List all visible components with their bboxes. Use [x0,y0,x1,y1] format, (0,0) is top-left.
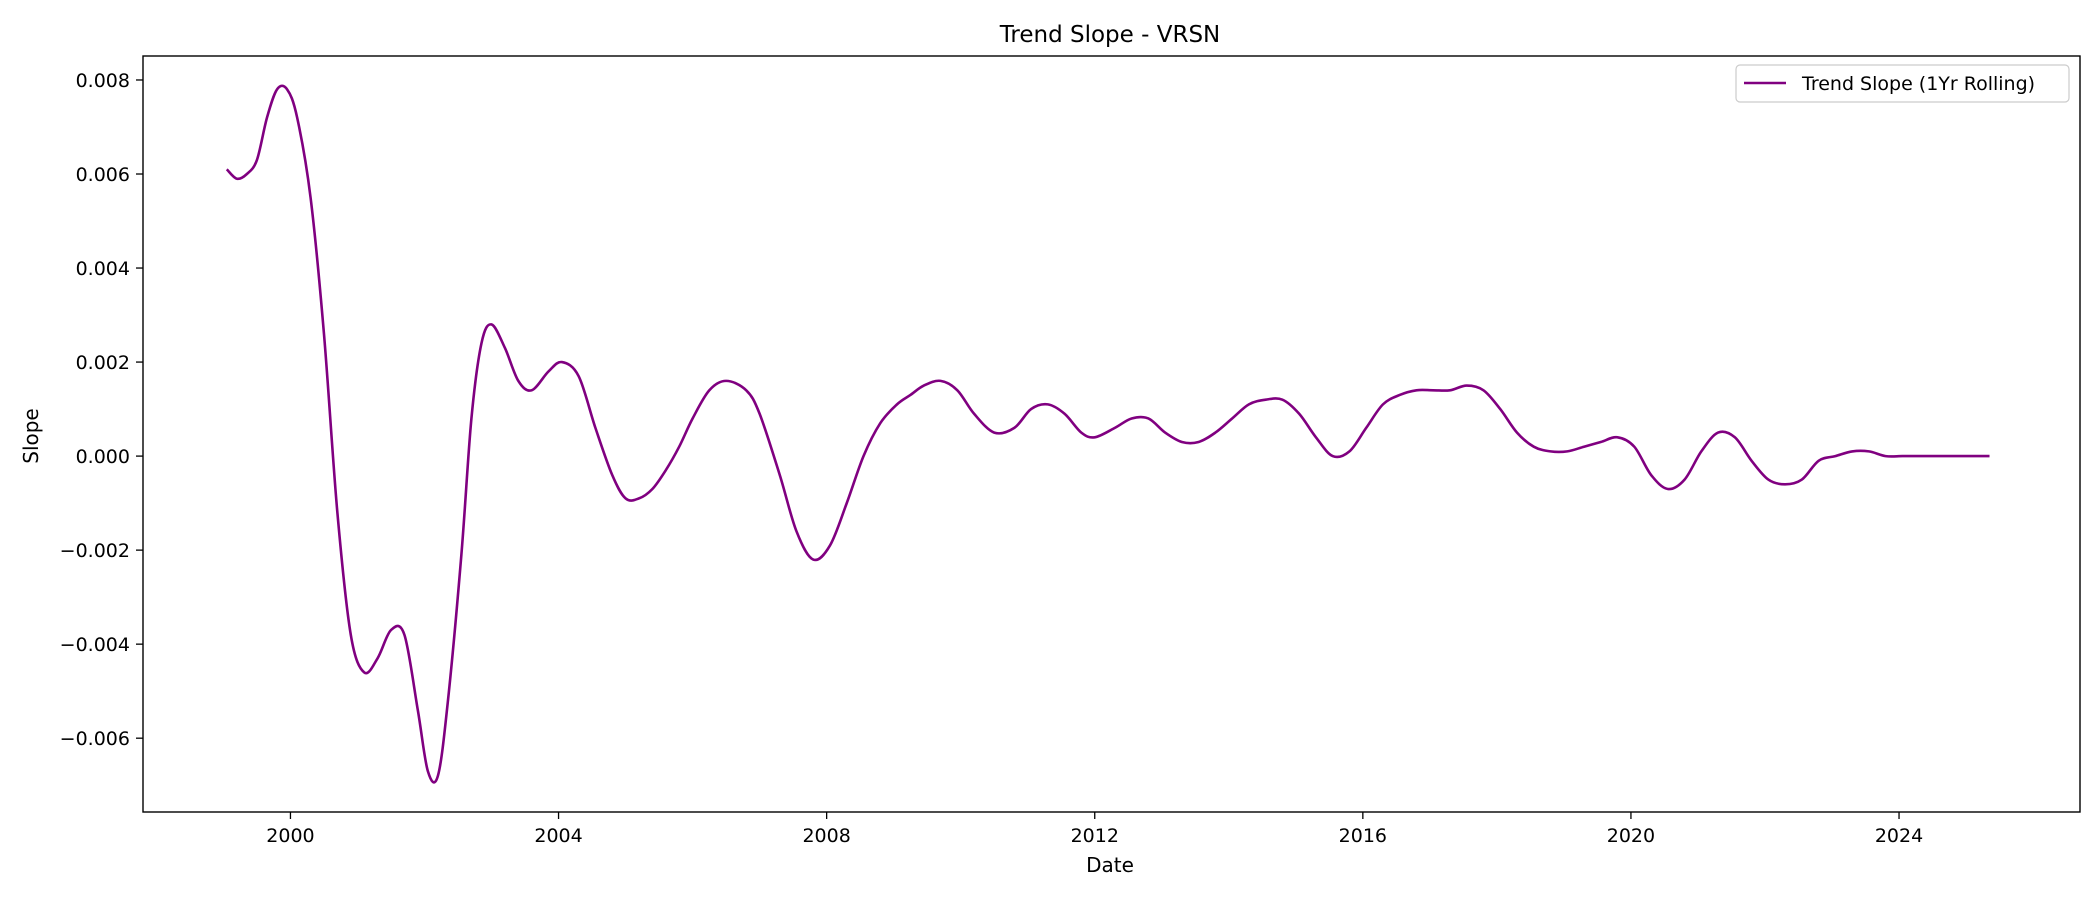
y-tick-label: 0.000 [76,446,130,468]
legend: Trend Slope (1Yr Rolling) [1735,64,2070,103]
x-tick-label: 2016 [1339,825,1387,847]
plot-area [142,55,2081,813]
x-tick-label: 2008 [802,825,850,847]
chart-title: Trend Slope - VRSN [999,22,1221,48]
legend-label: Trend Slope (1Yr Rolling) [1801,73,2035,95]
x-tick-label: 2020 [1607,825,1655,847]
y-axis: −0.006 −0.004 −0.002 0.000 0.002 0.004 0.006 0.… [60,70,143,750]
x-tick-label: 2004 [534,825,582,847]
x-tick-label: 2012 [1071,825,1119,847]
y-tick-label: −0.002 [60,540,130,562]
plot-frame [142,55,2081,813]
y-tick-label: 0.008 [76,70,130,92]
x-axis-label: Date [1086,853,1134,877]
y-tick-label: 0.002 [76,352,130,374]
y-tick-label: −0.004 [60,634,130,656]
y-tick-label: 0.006 [76,164,130,186]
x-axis: 2000 2004 2008 2012 2016 2020 2024 [266,812,1923,847]
legend-box [1735,64,2070,103]
y-axis-label: Slope [19,408,43,464]
y-tick-label: 0.004 [76,258,130,280]
series-line-trend-slope [225,84,1990,784]
x-tick-label: 2024 [1875,825,1923,847]
x-tick-label: 2000 [266,825,314,847]
y-tick-label: −0.006 [60,728,130,750]
